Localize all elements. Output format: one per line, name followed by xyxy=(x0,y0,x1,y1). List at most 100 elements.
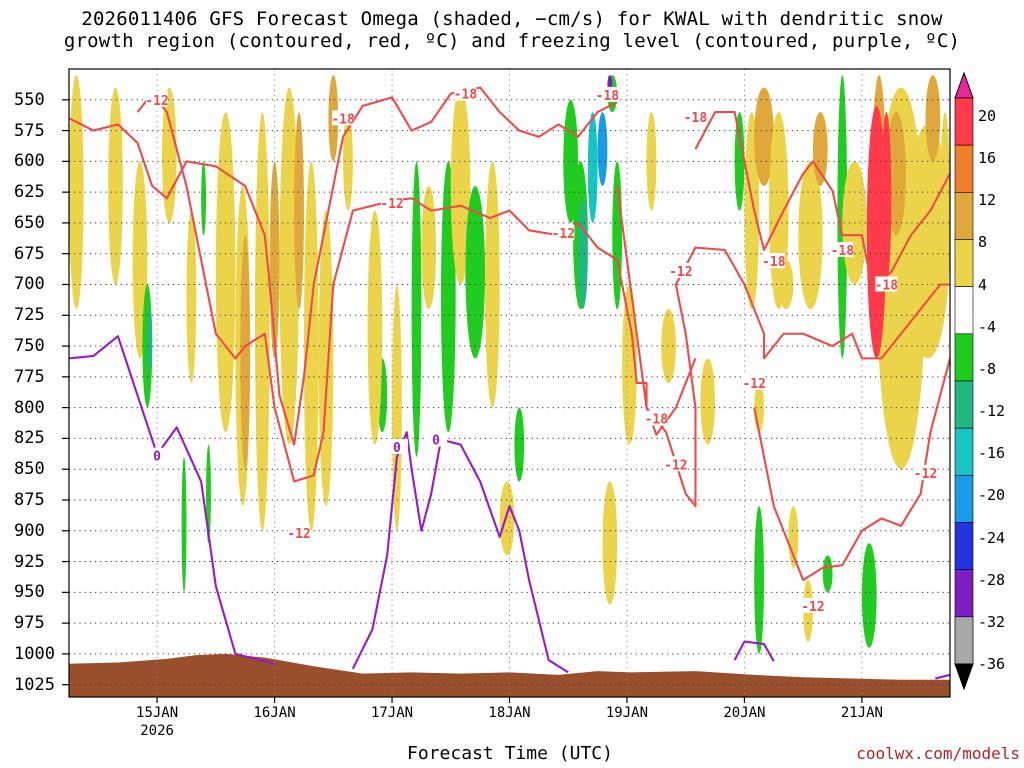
contour-label: -12 xyxy=(145,94,168,109)
colorbar-top-arrow xyxy=(954,71,974,99)
omega-shade-blob xyxy=(886,112,906,236)
omega-shade-blob xyxy=(798,161,823,310)
contour-label: -18 xyxy=(454,88,478,103)
contour-label: -18 xyxy=(762,255,786,270)
omega-shade-blob xyxy=(754,506,765,654)
y-tick-label: 825 xyxy=(14,428,45,449)
colorbar-label: -12 xyxy=(978,402,1006,421)
colorbar-label: 4 xyxy=(978,275,988,294)
colorbar-label: -24 xyxy=(978,528,1006,547)
contour-label: 0 xyxy=(432,434,440,449)
y-tick-label: 750 xyxy=(14,336,45,357)
x-tick-label: 16JAN xyxy=(253,705,296,721)
axis-ticks xyxy=(62,99,863,703)
x-tick-sublabel: 2026 xyxy=(140,723,174,739)
omega-shade-blob xyxy=(778,259,794,310)
y-tick-label: 900 xyxy=(14,520,45,541)
y-tick-label: 700 xyxy=(14,274,45,295)
omega-shade-blob xyxy=(822,555,833,593)
colorbar-label: 12 xyxy=(978,191,997,210)
omega-shade-blob xyxy=(181,456,187,593)
contour-label-bg xyxy=(645,410,668,426)
y-tick-label: 725 xyxy=(14,305,45,326)
colorbar-label: -20 xyxy=(978,486,1006,505)
omega-shade-blob xyxy=(597,112,608,186)
omega-shade-blob xyxy=(661,309,676,384)
y-tick-label: 1025 xyxy=(14,674,55,695)
colorbar-label: 8 xyxy=(978,233,988,252)
contour-label-bg xyxy=(552,224,575,240)
contour-label: -18 xyxy=(596,89,620,104)
omega-shade-blob xyxy=(161,87,177,223)
contour-label: -12 xyxy=(380,197,403,212)
contour-label: -12 xyxy=(669,265,692,280)
colorbar-swatch xyxy=(954,380,974,429)
freezing-level-4 xyxy=(935,673,950,680)
colorbar-label: -8 xyxy=(978,359,997,378)
colorbar-swatch xyxy=(954,97,974,146)
omega-shade-blob xyxy=(108,87,123,285)
contour-label: -12 xyxy=(742,377,765,392)
colorbar-label: -4 xyxy=(978,317,997,336)
omega-shade-blob xyxy=(940,112,950,285)
contour-label: -12 xyxy=(664,458,687,473)
freezing-level-1 xyxy=(69,335,275,665)
colorbar-swatch xyxy=(954,569,974,618)
colorbar-label: -32 xyxy=(978,612,1006,631)
contour-label: -18 xyxy=(331,112,355,127)
contour-label: -18 xyxy=(645,413,669,428)
contour-neg18c xyxy=(694,111,950,286)
contour-label-bg xyxy=(831,242,854,258)
omega-shade-blob xyxy=(866,105,887,359)
omega-shade-blob xyxy=(622,284,637,445)
contour-label-bg xyxy=(425,431,448,447)
omega-shade-blob xyxy=(147,309,153,371)
grid-lines xyxy=(69,69,950,697)
y-tick-label: 775 xyxy=(14,366,45,387)
omega-shade-blob xyxy=(215,112,236,433)
x-tick-label: 21JAN xyxy=(840,705,883,721)
contour-label-bg xyxy=(743,375,766,390)
omega-shade-blob xyxy=(905,124,950,359)
contour-label: -18 xyxy=(684,111,708,126)
y-tick-label: 550 xyxy=(14,89,45,110)
omega-shade-blob xyxy=(612,161,623,310)
colorbar-swatch xyxy=(954,333,974,382)
colorbar-bottom-arrow xyxy=(954,663,974,691)
contour-neg12b xyxy=(753,358,950,582)
colorbar-swatch xyxy=(954,286,974,335)
contour-label-bg xyxy=(914,464,937,480)
contour-label-bg xyxy=(664,456,687,472)
contour-label-bg xyxy=(669,262,692,278)
terrain-surface xyxy=(69,653,950,697)
contour-label-bg xyxy=(146,91,169,107)
omega-shade-blob xyxy=(881,112,892,285)
x-tick-label: 20JAN xyxy=(723,705,766,721)
y-tick-label: 975 xyxy=(14,613,45,634)
chart-title-line1: 2026011406 GFS Forecast Omega (shaded, −… xyxy=(81,8,943,30)
omega-shade-blob xyxy=(925,75,941,162)
contour-label: 0 xyxy=(153,450,161,465)
omega-shade-blob xyxy=(499,481,515,556)
y-tick-label: 650 xyxy=(14,212,45,233)
contour-label: -18 xyxy=(875,278,899,293)
contour-neg18 xyxy=(69,86,618,446)
x-tick-label: 18JAN xyxy=(488,705,531,721)
y-tick-label: 875 xyxy=(14,489,45,510)
omega-shade-blob xyxy=(700,358,716,445)
colorbar-swatch xyxy=(954,144,974,193)
omega-shade-blob xyxy=(421,185,437,310)
omega-shade-blob xyxy=(294,112,304,310)
contour-neg12 xyxy=(136,92,950,508)
site-credit[interactable]: coolwx.com/models xyxy=(856,744,1020,763)
contour-label: -18 xyxy=(831,244,855,259)
y-tick-label: 675 xyxy=(14,243,45,264)
contour-label-bg xyxy=(332,110,355,126)
contour-label-bg xyxy=(762,253,785,269)
omega-shade-blob xyxy=(837,75,848,359)
omega-shade-blob xyxy=(343,112,353,211)
omega-shade-blob xyxy=(514,407,525,482)
colorbar-label: 20 xyxy=(978,107,997,125)
contour-label: -12 xyxy=(914,467,937,482)
omega-shade-blob xyxy=(754,87,774,186)
